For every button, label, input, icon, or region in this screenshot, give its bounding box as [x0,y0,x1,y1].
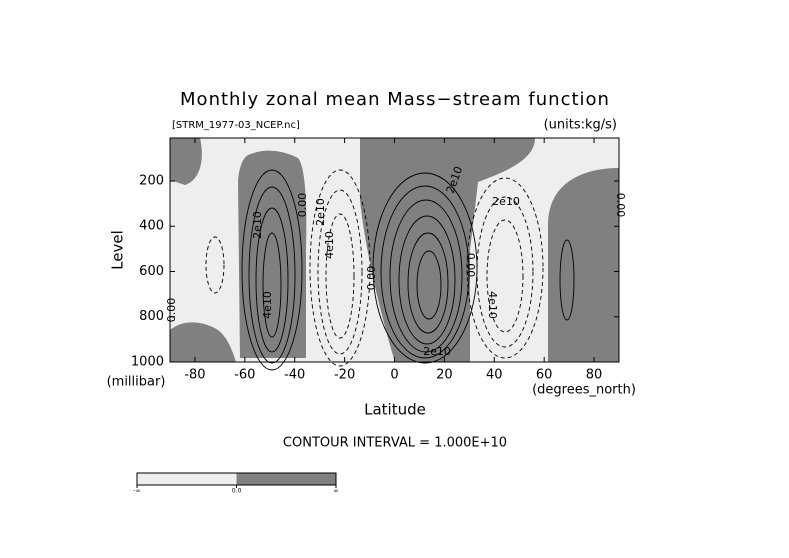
region [360,138,535,362]
colorbar-label: -∞ [133,488,140,495]
x-tick-label: -20 [334,368,355,383]
colorbar: -∞ 0.0 ∞ [133,472,339,495]
contour [241,169,303,371]
contour-label: 0.00 [614,193,627,218]
x-tick-label: 40 [486,368,503,383]
y-tick-label: 1000 [131,355,164,370]
contour [372,172,478,364]
x-tick-label: 0 [390,368,398,383]
x-tick-label: 60 [536,368,553,383]
region [170,138,202,185]
contour-label: 2e10 [423,345,451,358]
contour-label: 0.00 [464,253,477,278]
region [548,168,619,362]
contour-label: 2e10 [251,211,264,239]
contours [205,169,575,371]
contour [407,232,449,334]
x-tick-label: -60 [234,368,255,383]
x-tick-label: 80 [586,368,603,383]
contour [486,219,524,333]
contour [205,236,225,294]
x-axis-label: Latitude [364,401,426,419]
y-tick-label: 200 [139,173,164,188]
contour-label: 4e10 [486,291,499,319]
contour-label: 0.00 [165,298,178,323]
contour [466,177,544,359]
contour-label: 4e10 [323,231,336,259]
colorbar-swatch [236,473,336,485]
contour-label: 2e10 [492,195,520,208]
x-axis-unit: (degrees_north) [532,383,636,398]
region [238,150,307,358]
colorbar-label: ∞ [334,488,339,495]
contour [476,196,534,348]
contour-label: 2e10 [314,198,327,226]
contour [248,186,296,364]
chart-title: Monthly zonal mean Mass−stream function [180,89,610,110]
contour [317,189,363,355]
contour [389,199,463,353]
contour [416,250,442,320]
contour-label: 0.00 [365,266,378,291]
contour [398,215,456,345]
contour [325,213,355,339]
y-axis-unit: (millibar) [107,375,166,390]
contour [262,232,282,338]
subtitle-right: (units:kg/s) [544,118,617,133]
contour-label: 0.00 [296,193,309,218]
y-tick-label: 400 [139,219,164,234]
y-tick-label: 600 [139,264,164,279]
region [170,322,236,362]
contour-label: 4e10 [261,291,274,319]
x-tick-label: -80 [184,368,205,383]
annotation: CONTOUR INTERVAL = 1.000E+10 [283,436,507,451]
colorbar-label: 0.0 [232,488,242,495]
y-tick-label: 800 [139,309,164,324]
subtitle-left: [STRM_1977-03_NCEP.nc] [172,120,300,131]
positive-regions [170,138,619,362]
contour [559,239,575,321]
x-tick-label: -40 [284,368,305,383]
contour [309,169,371,367]
contour [255,207,289,353]
plot-area [169,137,620,371]
colorbar-swatch [137,473,237,485]
x-tick-label: 20 [436,368,453,383]
y-axis-label: Level [109,230,127,270]
contour [380,185,470,359]
